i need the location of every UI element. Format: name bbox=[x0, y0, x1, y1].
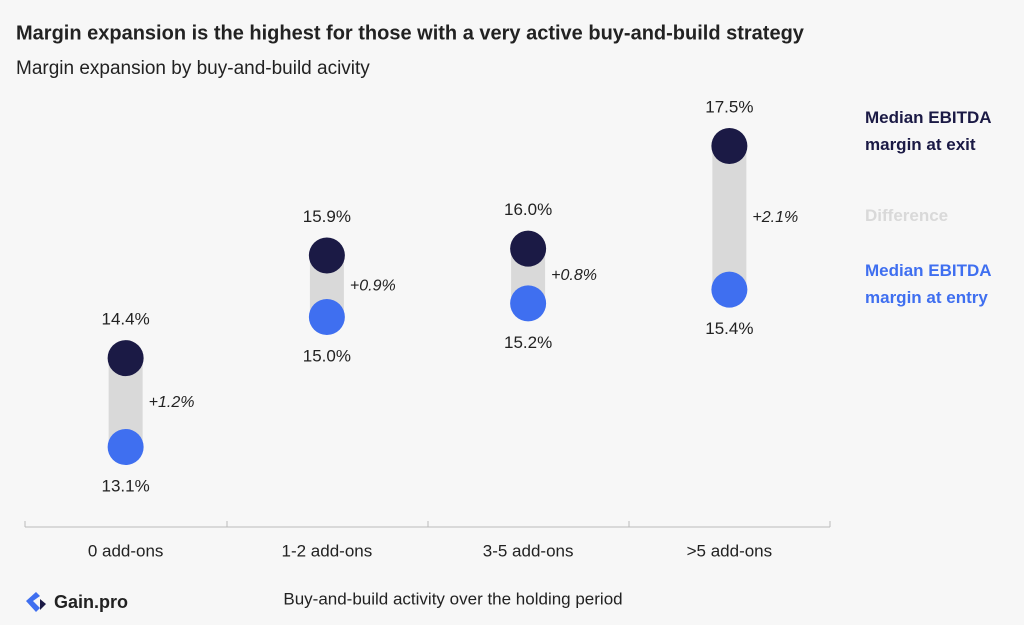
difference-label: +0.8% bbox=[551, 267, 597, 284]
brand-logo bbox=[26, 592, 46, 612]
difference-label: +1.2% bbox=[149, 394, 195, 411]
difference-bar bbox=[712, 146, 747, 290]
x-tick-label: >5 add-ons bbox=[687, 541, 773, 560]
exit-dot bbox=[510, 230, 547, 267]
entry-dot bbox=[107, 429, 144, 465]
exit-label: 17.5% bbox=[705, 97, 753, 116]
entry-dot bbox=[711, 271, 748, 308]
x-axis-label: Buy-and-build activity over the holding … bbox=[283, 589, 622, 608]
exit-label: 16.0% bbox=[504, 200, 552, 219]
legend-entry: Median EBITDA margin at exit bbox=[865, 108, 991, 154]
legend-entry: Difference bbox=[865, 206, 949, 225]
exit-dot bbox=[107, 340, 144, 377]
difference-label: +2.1% bbox=[752, 209, 798, 226]
exit-label: 14.4% bbox=[102, 310, 150, 329]
entry-label: 13.1% bbox=[102, 476, 150, 495]
brand-name: Gain.pro bbox=[54, 592, 128, 612]
x-tick-label: 0 add-ons bbox=[88, 541, 164, 560]
chart-title: Margin expansion is the highest for thos… bbox=[16, 22, 805, 44]
difference-label: +0.9% bbox=[350, 277, 396, 294]
entry-dot bbox=[308, 299, 345, 336]
chart-subtitle: Margin expansion by buy-and-build acivit… bbox=[16, 58, 370, 79]
exit-dot bbox=[308, 237, 345, 274]
exit-label: 15.9% bbox=[303, 207, 351, 226]
x-axis-ticks bbox=[24, 521, 831, 527]
entry-label: 15.2% bbox=[504, 333, 552, 352]
entry-label: 15.0% bbox=[303, 347, 351, 366]
entry-dot bbox=[510, 285, 547, 322]
x-tick-label: 3-5 add-ons bbox=[483, 541, 574, 560]
legend-entry: Median EBITDA margin at entry bbox=[865, 261, 991, 307]
entry-label: 15.4% bbox=[705, 319, 753, 338]
exit-dot bbox=[711, 128, 748, 164]
x-tick-label: 1-2 add-ons bbox=[282, 541, 373, 560]
